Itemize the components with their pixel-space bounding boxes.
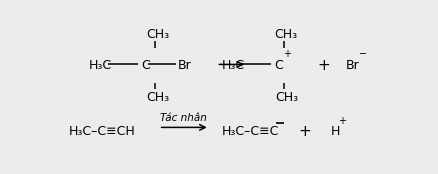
Text: CH₃: CH₃ bbox=[146, 28, 170, 41]
Text: C: C bbox=[141, 59, 150, 72]
Text: H₃C: H₃C bbox=[221, 59, 244, 72]
Text: H₃C–C≡C: H₃C–C≡C bbox=[221, 125, 278, 138]
Text: CH₃: CH₃ bbox=[146, 91, 170, 104]
Text: CH₃: CH₃ bbox=[274, 28, 297, 41]
Text: H: H bbox=[330, 125, 339, 138]
Text: H₃C–C≡CH: H₃C–C≡CH bbox=[68, 125, 135, 138]
Text: +: + bbox=[337, 116, 345, 126]
Text: H₃C: H₃C bbox=[88, 59, 112, 72]
Text: C: C bbox=[273, 59, 282, 72]
Text: +: + bbox=[317, 58, 329, 73]
Text: −: − bbox=[358, 49, 366, 59]
Text: Br: Br bbox=[178, 59, 191, 72]
Text: Tác nhân: Tác nhân bbox=[160, 113, 206, 123]
Text: +: + bbox=[283, 49, 291, 59]
Text: CH₃: CH₃ bbox=[275, 91, 298, 104]
Text: +: + bbox=[298, 124, 311, 139]
Text: Br: Br bbox=[345, 59, 359, 72]
